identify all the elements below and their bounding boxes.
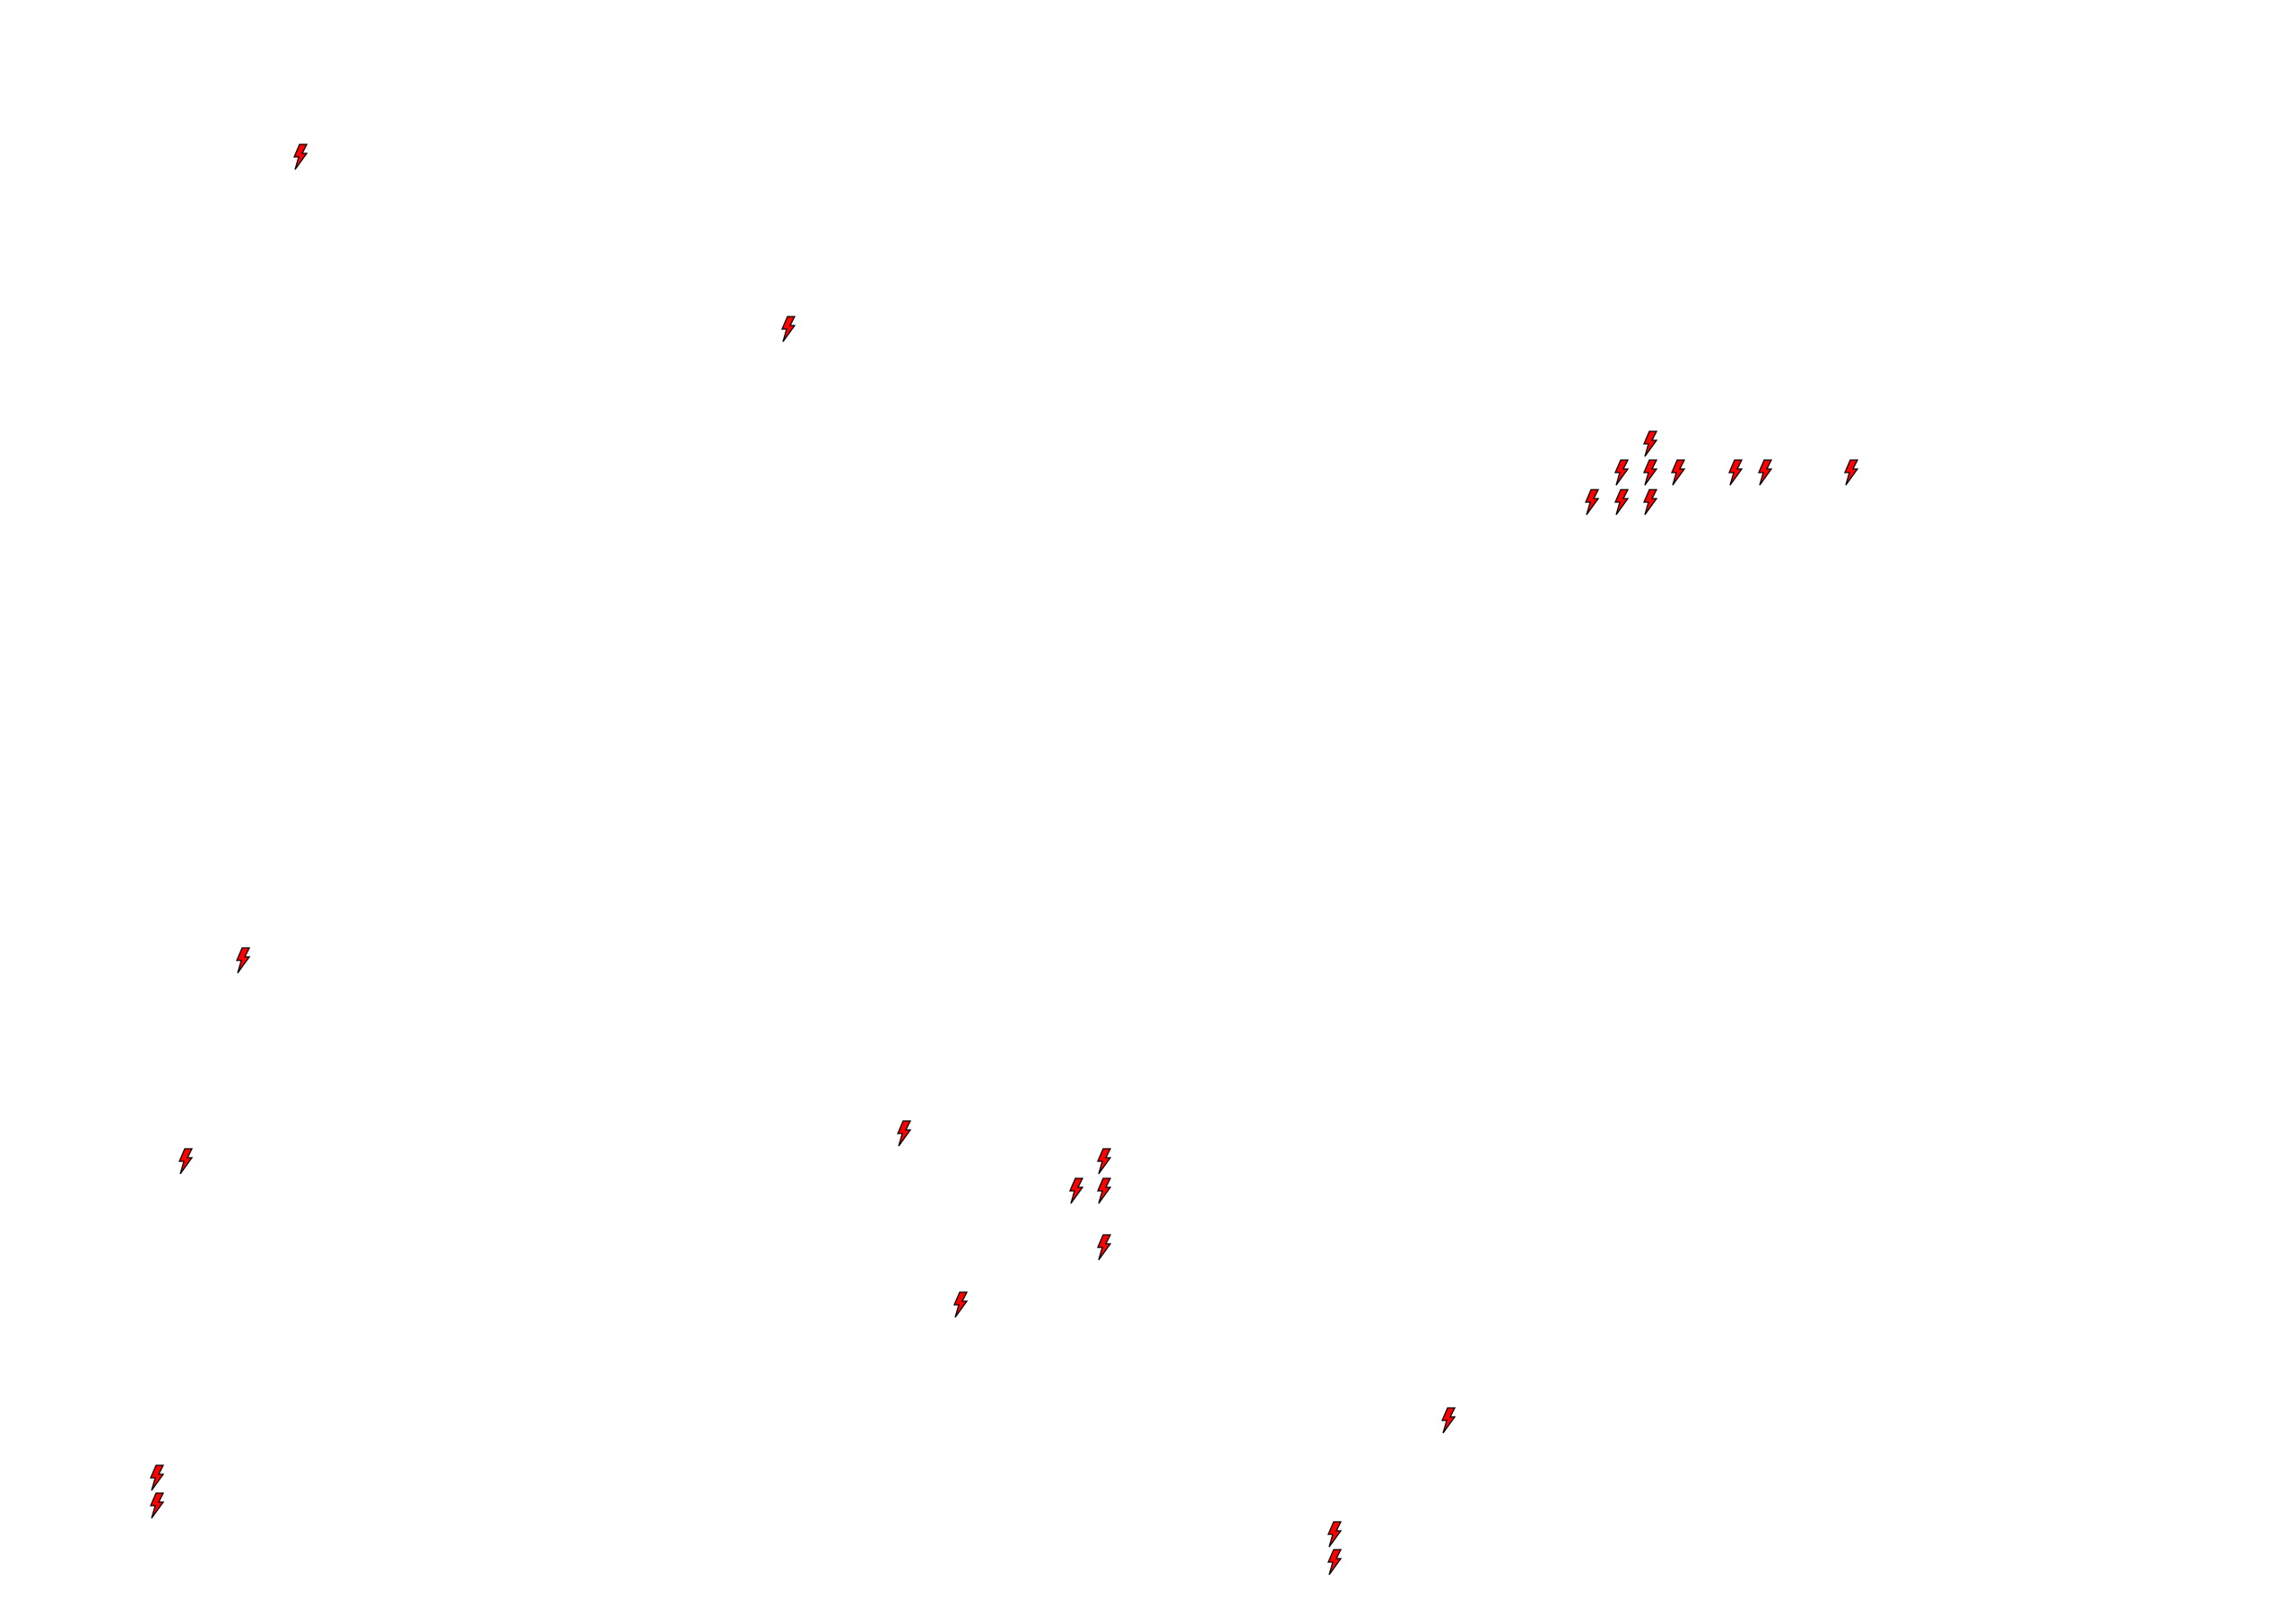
lightning-bolt-icon[interactable]: [952, 1291, 970, 1318]
lightning-bolt-icon[interactable]: [1583, 489, 1601, 516]
lightning-bolt-icon[interactable]: [779, 316, 797, 343]
lightning-bolt-icon[interactable]: [177, 1148, 195, 1175]
lightning-bolt-icon[interactable]: [1326, 1549, 1344, 1576]
lightning-bolt-icon[interactable]: [1669, 459, 1687, 486]
lightning-bolt-icon[interactable]: [291, 143, 309, 170]
lightning-bolt-icon[interactable]: [148, 1492, 166, 1519]
lightning-bolt-icon[interactable]: [1842, 459, 1860, 486]
lightning-bolt-icon[interactable]: [1095, 1234, 1113, 1261]
lightning-bolt-icon[interactable]: [1067, 1177, 1085, 1204]
lightning-bolt-icon[interactable]: [895, 1120, 913, 1147]
lightning-bolt-icon[interactable]: [234, 947, 252, 974]
lightning-bolt-icon[interactable]: [1641, 489, 1659, 516]
lightning-bolt-icon[interactable]: [1095, 1148, 1113, 1175]
lightning-bolt-icon[interactable]: [1641, 430, 1659, 457]
lightning-bolt-icon[interactable]: [1326, 1521, 1344, 1548]
lightning-bolt-icon[interactable]: [1613, 459, 1631, 486]
lightning-bolt-icon[interactable]: [1613, 489, 1631, 516]
lightning-bolt-icon[interactable]: [1726, 459, 1744, 486]
lightning-bolt-icon[interactable]: [1095, 1177, 1113, 1204]
lightning-bolt-icon[interactable]: [1641, 459, 1659, 486]
lightning-bolt-icon[interactable]: [1756, 459, 1774, 486]
lightning-bolt-icon[interactable]: [1439, 1407, 1457, 1434]
lightning-bolt-icon[interactable]: [148, 1464, 166, 1491]
